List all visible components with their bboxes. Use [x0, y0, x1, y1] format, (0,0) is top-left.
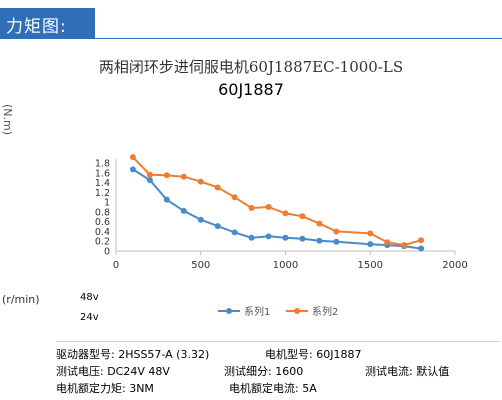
- test-current-text: 测试电流: 默认值: [365, 365, 450, 378]
- legend-entry-label: 系列1: [244, 305, 270, 318]
- series-2-point: [418, 237, 425, 244]
- y-tick-label: 0.4: [95, 227, 110, 238]
- x-tick-label: 2000: [442, 260, 467, 271]
- divider-line: [56, 341, 500, 342]
- motor-model-text: 电机型号: 60J1887: [265, 348, 362, 361]
- series-1-point: [282, 234, 289, 241]
- series-1-point: [163, 196, 170, 203]
- x-tick-label: 500: [191, 260, 210, 271]
- series-2-point: [384, 239, 391, 246]
- series-2-point: [333, 228, 340, 235]
- series-1-point: [214, 223, 221, 230]
- x-axis-unit-label: (r/min): [2, 293, 40, 306]
- series-2-point: [401, 242, 408, 249]
- series-1-point: [333, 238, 340, 245]
- series-2-point: [163, 172, 170, 179]
- series-2-point: [282, 210, 289, 217]
- series-2-point: [299, 213, 306, 220]
- test-voltage-text: 测试电压: DC24V 48V: [56, 365, 170, 378]
- x-tick-label: 1500: [358, 260, 383, 271]
- series-2-point: [180, 173, 187, 180]
- chart-title: 两相闭环步进伺服电机60J1887EC-1000-LS: [98, 58, 404, 76]
- y-tick-label: 0.2: [95, 237, 110, 248]
- series-1-point: [129, 166, 136, 173]
- rated-current-text: 电机额定电流: 5A: [229, 382, 317, 395]
- torque-line-chart: 00.20.40.60.811.21.41.61.80 500 1000 1500 20…: [95, 154, 468, 318]
- series-1-point: [299, 235, 306, 242]
- y-tick-label: 1.4: [95, 178, 110, 189]
- series-2-point: [214, 184, 221, 191]
- y-tick-label: 0.6: [95, 217, 110, 228]
- series-1-point: [180, 207, 187, 214]
- legend-entry-label: 系列2: [312, 305, 338, 318]
- series-2-point: [146, 171, 153, 178]
- section-header: 力矩图:: [0, 0, 502, 39]
- series-1-point: [418, 245, 425, 252]
- y-tick-label: 1.2: [95, 188, 110, 199]
- section-title: 力矩图:: [6, 17, 67, 37]
- y-tick-label: 1.6: [95, 168, 110, 179]
- y-tick-label: 1.8: [95, 159, 110, 170]
- series-1-point: [265, 233, 272, 240]
- rated-torque-text: 电机额定力矩: 3NM: [56, 382, 154, 395]
- series-1-point: [231, 229, 238, 236]
- x-tick-label: 0: [113, 260, 119, 271]
- x-tick-label: 1000: [273, 260, 298, 271]
- header-underline: [0, 38, 502, 39]
- voltage-label-24v: 24v: [80, 312, 99, 323]
- series-2-point: [367, 230, 374, 237]
- series-2-point: [231, 194, 238, 201]
- series-2-point: [248, 204, 255, 211]
- y-tick-label: 0: [104, 247, 110, 258]
- legend-swatch-marker: [226, 308, 232, 314]
- driver-model-text: 驱动器型号: 2HSS57-A (3.32): [56, 348, 210, 361]
- series-2-point: [316, 220, 323, 227]
- voltage-label-48v: 48v: [80, 292, 99, 303]
- chart-subtitle: 60J1887: [218, 80, 284, 99]
- legend-swatch-marker: [294, 308, 300, 314]
- test-microstep-text: 测试细分: 1600: [224, 365, 304, 378]
- series-1-point: [197, 216, 204, 223]
- series-1-point: [248, 234, 255, 241]
- header-bar: [0, 8, 95, 38]
- series-2-point: [265, 204, 272, 210]
- y-tick-label: 1: [104, 198, 110, 209]
- series-2-point: [129, 154, 136, 161]
- y-tick-label: 0.8: [95, 207, 110, 218]
- series-line-2: [132, 156, 422, 247]
- series-2-point: [197, 178, 204, 185]
- series-1-point: [367, 241, 374, 248]
- series-1-point: [316, 237, 323, 244]
- series-1-point: [146, 177, 153, 184]
